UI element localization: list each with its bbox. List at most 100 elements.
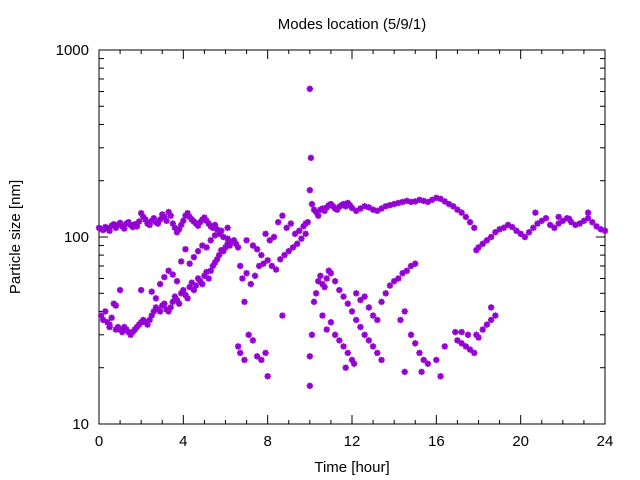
data-point xyxy=(270,233,278,241)
data-point xyxy=(521,233,529,241)
data-point xyxy=(340,343,347,350)
data-point xyxy=(542,215,550,222)
data-point xyxy=(239,275,246,282)
data-point xyxy=(163,217,170,225)
data-point xyxy=(407,262,415,270)
y-axis-title: Particle size [nm] xyxy=(7,180,24,294)
data-point xyxy=(546,221,554,229)
data-point xyxy=(395,275,402,282)
data-point xyxy=(538,217,545,225)
data-point xyxy=(342,364,349,371)
data-point xyxy=(327,270,335,277)
data-point xyxy=(441,343,448,350)
data-point xyxy=(100,316,107,324)
data-point xyxy=(285,247,292,255)
data-point xyxy=(308,331,316,338)
data-point xyxy=(298,235,305,242)
data-point xyxy=(348,356,356,364)
data-point xyxy=(118,328,126,336)
data-point xyxy=(161,273,168,281)
data-point xyxy=(580,217,588,225)
data-point xyxy=(234,244,242,251)
data-point xyxy=(306,382,314,390)
data-point xyxy=(473,331,480,338)
data-point xyxy=(555,220,562,227)
data-point xyxy=(593,223,600,230)
data-point xyxy=(344,300,351,307)
data-point xyxy=(262,349,269,357)
data-point xyxy=(178,258,185,265)
data-point xyxy=(559,217,567,225)
data-point xyxy=(306,186,314,194)
data-point xyxy=(199,280,206,288)
data-point xyxy=(464,331,472,338)
data-point xyxy=(251,272,259,280)
data-point xyxy=(475,244,482,251)
data-point xyxy=(336,286,343,294)
data-point xyxy=(262,230,269,238)
data-point xyxy=(184,295,191,302)
chart-title: Modes location (5/9/1) xyxy=(278,16,426,33)
data-point xyxy=(551,224,558,232)
data-point xyxy=(319,312,326,319)
data-point xyxy=(416,349,423,357)
data-point xyxy=(203,244,210,251)
data-point xyxy=(437,195,444,203)
data-point xyxy=(312,290,320,297)
data-point xyxy=(152,295,160,302)
data-point xyxy=(234,343,242,350)
data-point xyxy=(471,349,478,357)
x-tick-label: 20 xyxy=(512,433,529,450)
data-point xyxy=(492,229,499,236)
data-point xyxy=(253,353,261,360)
data-point xyxy=(310,298,318,306)
data-point xyxy=(534,220,541,227)
data-point xyxy=(258,356,265,364)
data-point xyxy=(194,247,202,255)
data-point xyxy=(565,215,573,223)
data-point xyxy=(525,229,533,236)
data-point xyxy=(249,337,257,344)
data-point xyxy=(241,356,248,364)
data-point xyxy=(331,331,339,338)
data-point xyxy=(106,227,113,234)
data-point xyxy=(487,316,495,324)
data-point xyxy=(487,233,495,241)
data-point xyxy=(348,204,356,212)
data-point xyxy=(492,312,499,319)
data-point xyxy=(156,308,164,315)
data-point xyxy=(441,198,448,205)
data-point xyxy=(382,290,389,297)
x-axis-title: Time [hour] xyxy=(314,459,389,476)
data-point xyxy=(264,373,271,380)
data-point xyxy=(215,251,223,259)
plot-frame xyxy=(98,49,606,425)
data-point xyxy=(289,244,297,251)
data-point xyxy=(479,240,486,247)
data-point xyxy=(315,212,322,219)
data-point xyxy=(390,278,398,285)
x-tick-label: 16 xyxy=(428,433,445,450)
data-point xyxy=(306,85,314,93)
data-point xyxy=(323,275,330,282)
data-point xyxy=(450,203,457,210)
data-point xyxy=(479,326,486,333)
data-point xyxy=(317,272,324,280)
data-point xyxy=(433,356,440,364)
data-point xyxy=(458,328,465,336)
data-point xyxy=(386,282,394,289)
data-point xyxy=(361,293,368,300)
data-point xyxy=(353,316,360,324)
data-point xyxy=(407,331,415,338)
data-point xyxy=(509,223,516,231)
data-point xyxy=(584,209,592,216)
data-point xyxy=(374,316,381,324)
x-tick-label: 8 xyxy=(263,433,271,450)
data-point xyxy=(148,288,155,295)
data-point xyxy=(175,300,183,307)
data-point xyxy=(199,242,206,249)
data-point xyxy=(454,337,461,344)
data-point xyxy=(336,337,343,344)
data-point xyxy=(466,218,474,226)
